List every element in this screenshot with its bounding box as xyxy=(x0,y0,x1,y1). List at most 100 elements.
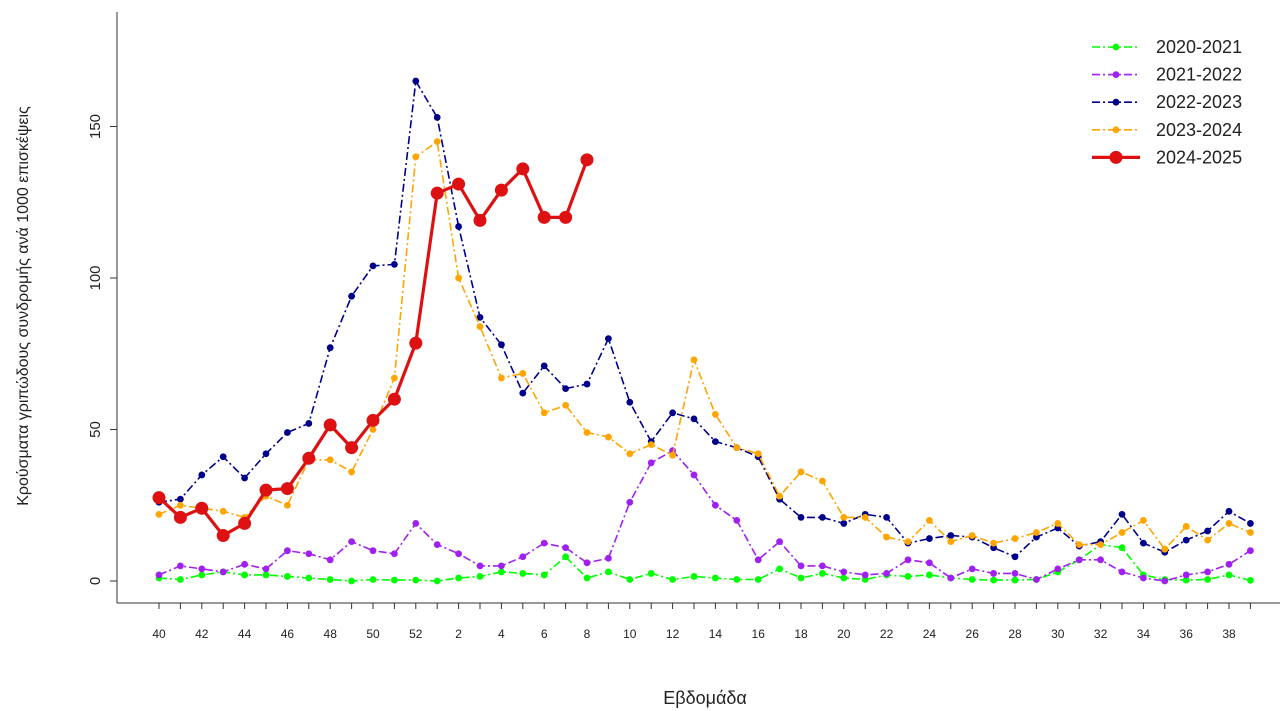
data-point xyxy=(433,541,441,549)
data-point xyxy=(926,535,933,542)
data-point xyxy=(540,539,548,547)
data-point xyxy=(326,576,334,583)
data-point xyxy=(883,570,890,577)
x-tick-label: 22 xyxy=(880,627,894,641)
x-tick-label: 12 xyxy=(666,627,680,641)
data-point xyxy=(455,274,462,282)
data-point xyxy=(155,571,163,579)
data-point xyxy=(712,501,719,509)
data-point xyxy=(1075,556,1083,564)
data-point xyxy=(904,556,912,564)
data-point xyxy=(626,576,634,583)
data-point xyxy=(1225,507,1233,515)
x-tick-label: 16 xyxy=(752,627,766,641)
data-point xyxy=(926,571,933,579)
data-point xyxy=(452,177,466,191)
y-tick-label: 50 xyxy=(87,421,104,438)
x-tick-label: 10 xyxy=(623,627,637,641)
data-point xyxy=(797,513,805,521)
data-point xyxy=(173,510,187,524)
data-point xyxy=(1247,529,1254,536)
data-point xyxy=(926,559,933,567)
data-point xyxy=(498,374,505,382)
data-point xyxy=(369,262,377,270)
y-ticks: 0 50 100 150 xyxy=(87,114,117,585)
data-point xyxy=(1118,510,1126,518)
data-point xyxy=(473,213,487,227)
x-tick-label: 38 xyxy=(1222,627,1236,641)
x-tick-label: 52 xyxy=(409,627,423,641)
data-point xyxy=(1161,577,1169,585)
data-point xyxy=(580,153,594,167)
x-tick-label: 32 xyxy=(1094,627,1108,641)
legend-label: 2020-2021 xyxy=(1156,37,1242,57)
legend-marker xyxy=(1112,98,1120,106)
data-point xyxy=(947,532,955,539)
data-point xyxy=(348,292,355,300)
data-point xyxy=(198,571,206,579)
data-point xyxy=(647,459,655,467)
data-point xyxy=(476,573,484,580)
data-point xyxy=(947,574,955,582)
data-point xyxy=(412,520,420,527)
data-point xyxy=(152,491,166,505)
legend-marker xyxy=(1109,150,1123,164)
data-point xyxy=(926,517,933,524)
data-point xyxy=(754,450,762,458)
data-point xyxy=(605,433,612,441)
data-point xyxy=(369,426,377,433)
data-point xyxy=(284,501,291,509)
data-point xyxy=(348,538,355,546)
series-line xyxy=(158,78,1251,558)
series-line xyxy=(158,543,1251,582)
data-point xyxy=(819,570,826,577)
data-point xyxy=(433,138,441,146)
data-point xyxy=(219,507,227,515)
data-point xyxy=(494,183,508,197)
series xyxy=(152,77,1254,585)
data-point xyxy=(1182,571,1190,579)
data-point xyxy=(348,577,355,585)
data-point xyxy=(455,223,462,230)
data-point xyxy=(840,520,848,527)
x-tick-label: 28 xyxy=(1008,627,1022,641)
data-point xyxy=(840,568,848,576)
legend-marker xyxy=(1112,71,1120,78)
data-point xyxy=(369,576,377,583)
x-tick-label: 34 xyxy=(1137,627,1151,641)
data-point xyxy=(177,501,184,509)
x-tick-label: 18 xyxy=(794,627,808,641)
data-point xyxy=(712,410,719,418)
data-point xyxy=(219,568,227,576)
data-point xyxy=(562,385,569,392)
data-point xyxy=(519,389,527,397)
data-point xyxy=(540,409,548,417)
data-point xyxy=(669,576,676,583)
legend: 2020-2021 2021-2022 2022-2023 2023-2024 2024… xyxy=(1092,37,1242,167)
data-point xyxy=(238,516,252,530)
data-point xyxy=(669,409,676,417)
data-point xyxy=(990,576,997,584)
data-point xyxy=(1182,523,1190,530)
data-point xyxy=(797,562,805,570)
data-point xyxy=(1161,545,1169,553)
data-point xyxy=(305,420,313,427)
data-point xyxy=(216,529,230,543)
legend-item: 2021-2022 xyxy=(1092,65,1242,85)
legend-label: 2022-2023 xyxy=(1156,92,1242,112)
data-point xyxy=(1011,576,1019,584)
data-point xyxy=(305,550,313,558)
data-point xyxy=(519,570,527,577)
data-point xyxy=(690,471,698,479)
data-point xyxy=(1140,539,1147,547)
data-point xyxy=(262,450,270,458)
data-point xyxy=(1118,568,1126,576)
data-point xyxy=(605,568,612,576)
x-tick-label: 24 xyxy=(923,627,937,641)
data-point xyxy=(259,483,273,497)
data-point xyxy=(1182,536,1190,544)
data-point xyxy=(540,571,548,579)
legend-label: 2021-2022 xyxy=(1156,65,1242,85)
data-point xyxy=(412,153,420,161)
data-point xyxy=(284,547,291,555)
